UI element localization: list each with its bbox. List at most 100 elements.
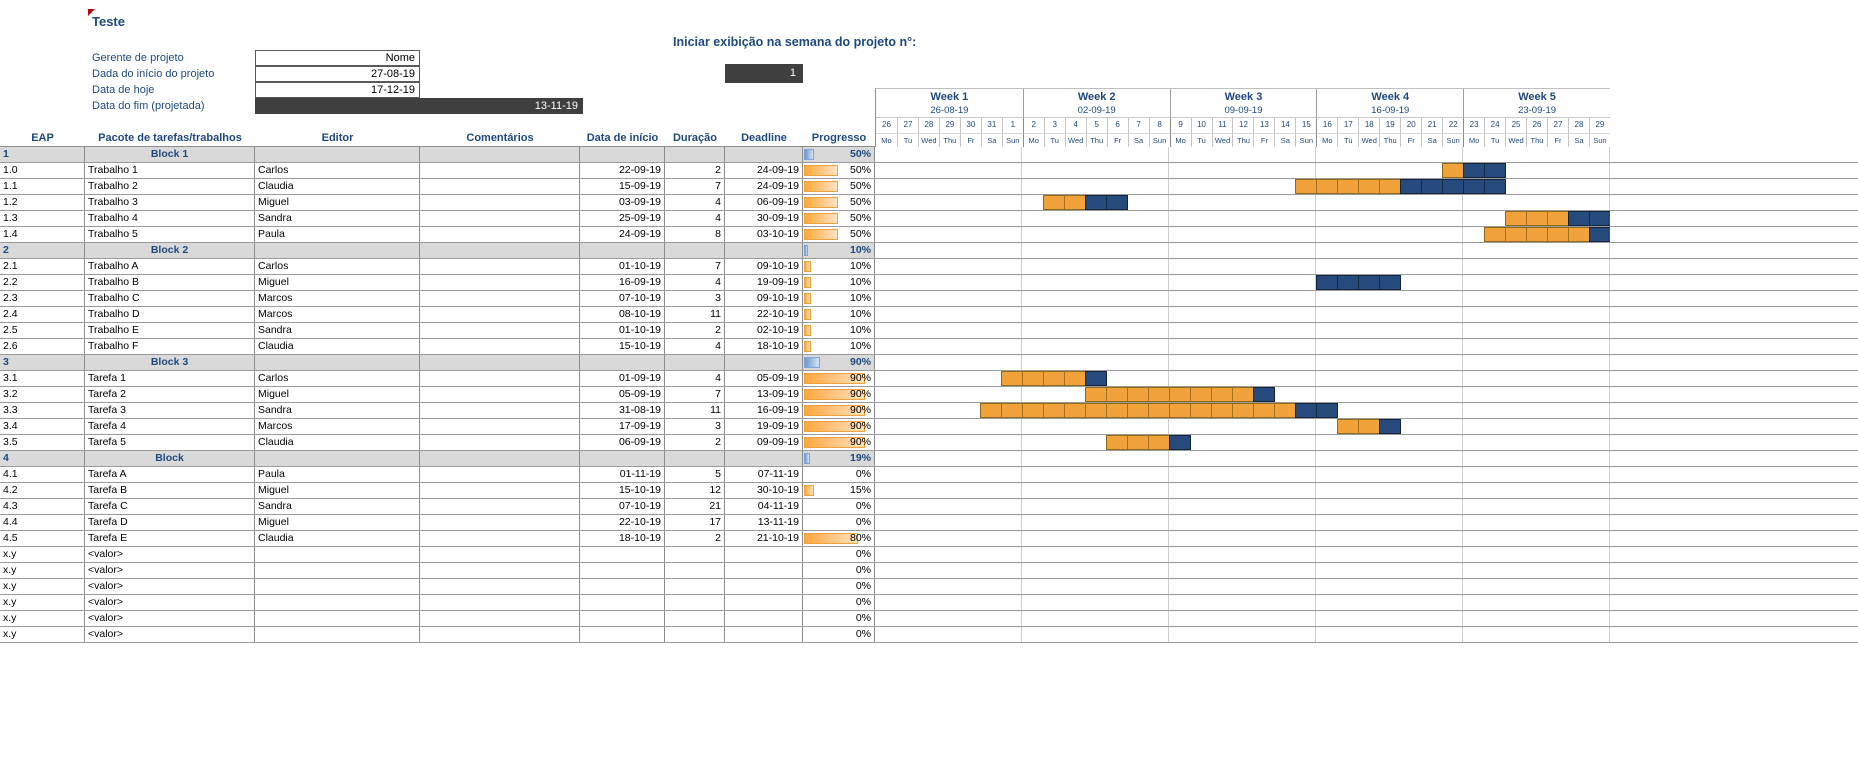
cell-start-date[interactable]: 08-10-19 (580, 307, 665, 322)
cell-comment[interactable] (420, 195, 580, 210)
column-header-task[interactable]: Pacote de tarefas/trabalhos (98, 132, 242, 144)
column-header-deadline[interactable]: Deadline (741, 132, 787, 144)
cell-progress[interactable]: 15% (803, 483, 875, 498)
cell-duration[interactable] (665, 595, 725, 610)
cell-progress[interactable]: 50% (803, 147, 875, 162)
cell-task-name[interactable]: <valor> (85, 595, 255, 610)
cell-deadline[interactable]: 30-09-19 (725, 211, 803, 226)
cell-start-date[interactable] (580, 627, 665, 642)
cell-comment[interactable] (420, 275, 580, 290)
cell-duration[interactable]: 12 (665, 483, 725, 498)
cell-comment[interactable] (420, 467, 580, 482)
cell-editor[interactable] (255, 563, 420, 578)
cell-deadline[interactable]: 13-09-19 (725, 387, 803, 402)
cell-editor[interactable]: Sandra (255, 499, 420, 514)
cell-task-name[interactable]: Block 3 (85, 355, 255, 370)
cell-start-date[interactable]: 03-09-19 (580, 195, 665, 210)
cell-progress[interactable]: 0% (803, 579, 875, 594)
cell-deadline[interactable]: 03-10-19 (725, 227, 803, 242)
cell-deadline[interactable]: 21-10-19 (725, 531, 803, 546)
cell-deadline[interactable]: 06-09-19 (725, 195, 803, 210)
cell-comment[interactable] (420, 339, 580, 354)
cell-progress[interactable]: 90% (803, 403, 875, 418)
cell-eap[interactable]: 2.2 (0, 275, 85, 290)
cell-eap[interactable]: 1.4 (0, 227, 85, 242)
cell-start-date[interactable] (580, 355, 665, 370)
cell-duration[interactable] (665, 563, 725, 578)
cell-duration[interactable]: 3 (665, 419, 725, 434)
cell-progress[interactable]: 90% (803, 435, 875, 450)
cell-eap[interactable]: 4.5 (0, 531, 85, 546)
cell-comment[interactable] (420, 227, 580, 242)
cell-start-date[interactable] (580, 547, 665, 562)
cell-editor[interactable]: Miguel (255, 483, 420, 498)
cell-duration[interactable]: 4 (665, 371, 725, 386)
cell-duration[interactable]: 4 (665, 275, 725, 290)
cell-eap[interactable]: 4 (0, 451, 85, 466)
cell-comment[interactable] (420, 211, 580, 226)
manager-value-cell[interactable]: Nome (255, 50, 420, 66)
cell-deadline[interactable]: 19-09-19 (725, 275, 803, 290)
cell-eap[interactable]: 3.5 (0, 435, 85, 450)
column-header-progress[interactable]: Progresso (811, 132, 867, 144)
cell-start-date[interactable] (580, 147, 665, 162)
cell-comment[interactable] (420, 611, 580, 626)
cell-duration[interactable] (665, 579, 725, 594)
cell-deadline[interactable] (725, 355, 803, 370)
cell-start-date[interactable]: 07-10-19 (580, 291, 665, 306)
week-display-input[interactable]: 1 (725, 64, 803, 83)
start-date-value-cell[interactable]: 27-08-19 (255, 66, 420, 82)
cell-duration[interactable]: 3 (665, 291, 725, 306)
cell-task-name[interactable]: <valor> (85, 579, 255, 594)
cell-start-date[interactable]: 31-08-19 (580, 403, 665, 418)
cell-eap[interactable]: 4.2 (0, 483, 85, 498)
column-header-comments[interactable]: Comentários (466, 132, 534, 144)
cell-task-name[interactable]: Trabalho D (85, 307, 255, 322)
cell-deadline[interactable] (725, 243, 803, 258)
cell-start-date[interactable]: 16-09-19 (580, 275, 665, 290)
cell-deadline[interactable]: 09-10-19 (725, 291, 803, 306)
cell-duration[interactable] (665, 451, 725, 466)
cell-task-name[interactable]: <valor> (85, 627, 255, 642)
cell-progress[interactable]: 10% (803, 259, 875, 274)
cell-progress[interactable]: 50% (803, 163, 875, 178)
cell-eap[interactable]: 3.1 (0, 371, 85, 386)
cell-eap[interactable]: 1.0 (0, 163, 85, 178)
cell-comment[interactable] (420, 547, 580, 562)
cell-duration[interactable]: 2 (665, 163, 725, 178)
cell-editor[interactable]: Marcos (255, 307, 420, 322)
cell-editor[interactable] (255, 451, 420, 466)
cell-duration[interactable]: 17 (665, 515, 725, 530)
cell-task-name[interactable]: Tarefa C (85, 499, 255, 514)
cell-start-date[interactable] (580, 579, 665, 594)
cell-progress[interactable]: 10% (803, 275, 875, 290)
cell-eap[interactable]: x.y (0, 563, 85, 578)
cell-comment[interactable] (420, 403, 580, 418)
cell-comment[interactable] (420, 627, 580, 642)
cell-editor[interactable]: Marcos (255, 419, 420, 434)
cell-editor[interactable]: Carlos (255, 163, 420, 178)
column-header-eap[interactable]: EAP (31, 132, 54, 144)
cell-editor[interactable]: Miguel (255, 515, 420, 530)
cell-deadline[interactable]: 19-09-19 (725, 419, 803, 434)
cell-duration[interactable]: 2 (665, 435, 725, 450)
cell-eap[interactable]: 2.1 (0, 259, 85, 274)
cell-progress[interactable]: 90% (803, 371, 875, 386)
cell-deadline[interactable] (725, 595, 803, 610)
cell-eap[interactable]: x.y (0, 547, 85, 562)
cell-deadline[interactable]: 09-09-19 (725, 435, 803, 450)
cell-eap[interactable]: x.y (0, 611, 85, 626)
cell-task-name[interactable]: Tarefa E (85, 531, 255, 546)
cell-progress[interactable]: 10% (803, 323, 875, 338)
cell-editor[interactable]: Sandra (255, 403, 420, 418)
cell-comment[interactable] (420, 163, 580, 178)
cell-start-date[interactable]: 01-11-19 (580, 467, 665, 482)
cell-eap[interactable]: 4.3 (0, 499, 85, 514)
cell-editor[interactable]: Claudia (255, 435, 420, 450)
cell-task-name[interactable]: Block (85, 451, 255, 466)
cell-start-date[interactable]: 15-10-19 (580, 339, 665, 354)
cell-start-date[interactable]: 22-09-19 (580, 163, 665, 178)
cell-start-date[interactable]: 01-10-19 (580, 259, 665, 274)
cell-task-name[interactable]: Tarefa D (85, 515, 255, 530)
cell-editor[interactable] (255, 595, 420, 610)
